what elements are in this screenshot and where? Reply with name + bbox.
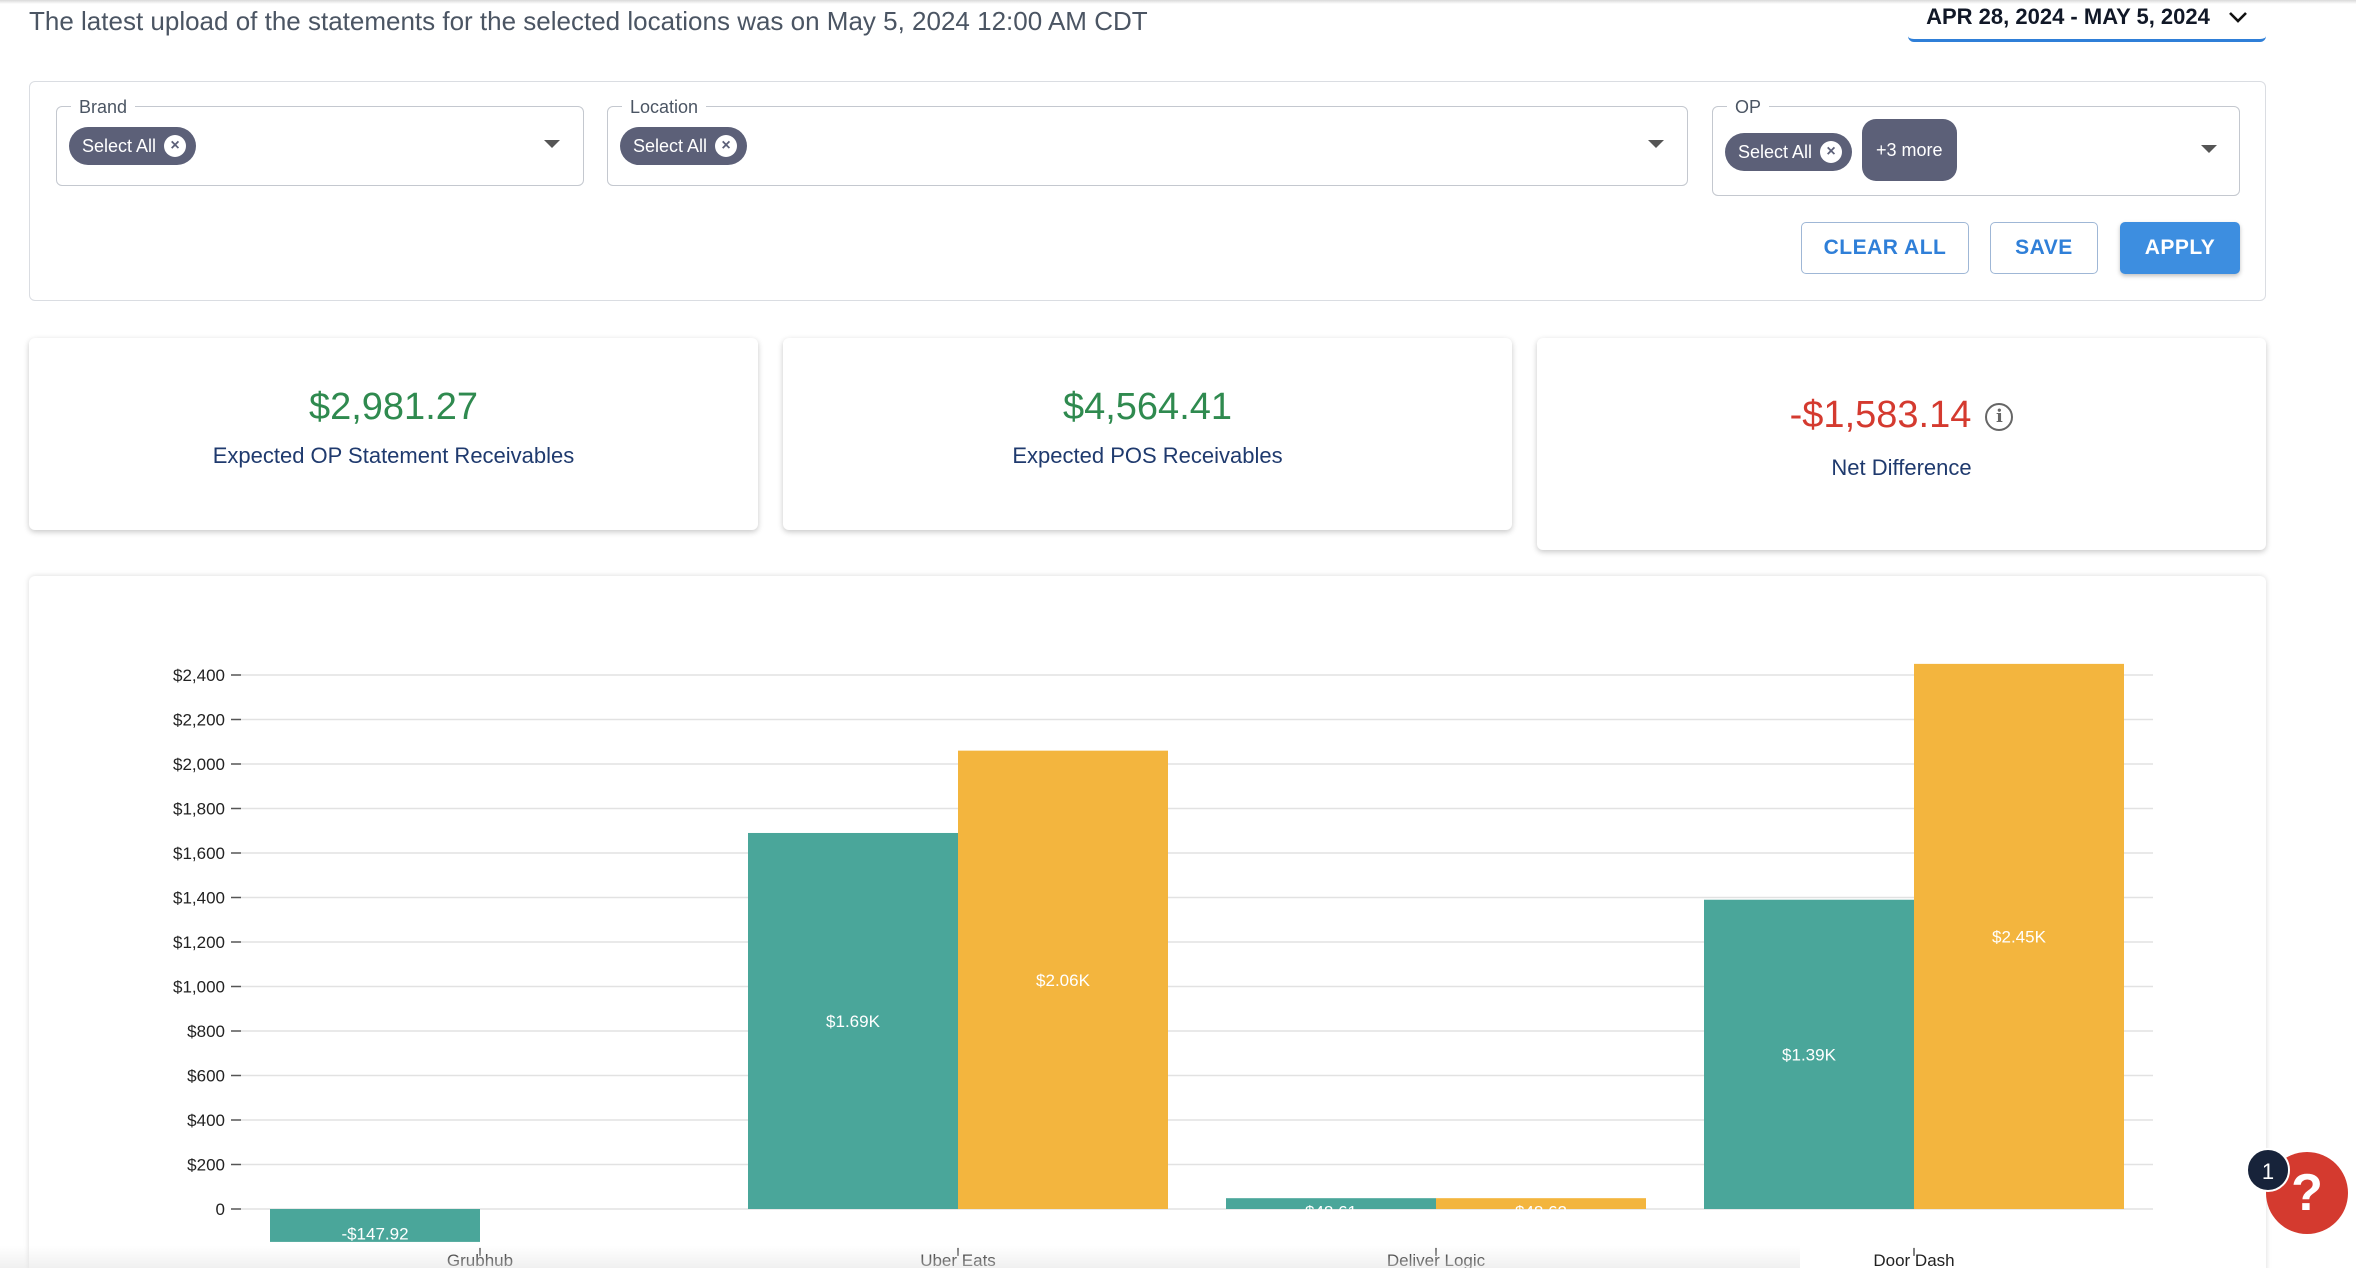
- brand-chip-label: Select All: [82, 135, 157, 156]
- y-tick-label: $1,200: [173, 933, 225, 952]
- location-label: Location: [622, 97, 707, 118]
- date-range-picker[interactable]: APR 28, 2024 - MAY 5, 2024: [1908, 0, 2266, 42]
- net-difference-row: -$1,583.14 i: [1537, 394, 2266, 437]
- pos-receivables-value: $4,564.41: [1062, 386, 1233, 428]
- bar: [270, 1209, 480, 1242]
- close-icon[interactable]: ×: [164, 135, 187, 157]
- bar-value-label: $1.39K: [1782, 1045, 1837, 1064]
- y-tick-label: 0: [216, 1200, 225, 1219]
- pos-receivables-card: $4,564.41 Expected POS Receivables: [783, 338, 1512, 530]
- y-tick-label: $400: [187, 1111, 225, 1130]
- y-tick-label: $1,600: [173, 844, 225, 863]
- top-shadow: [0, 0, 2356, 4]
- y-tick-label: $600: [187, 1067, 225, 1086]
- y-tick-label: $2,200: [173, 711, 225, 730]
- brand-label: Brand: [71, 97, 136, 118]
- net-difference-value: -$1,583.14: [1789, 394, 1972, 436]
- caret-down-icon[interactable]: [1648, 140, 1664, 148]
- filter-panel: Brand Select All × Location Select All ×…: [29, 81, 2266, 301]
- bar-value-label: $1.69K: [826, 1012, 881, 1031]
- chart-svg: 0 $200 $400 $600 $800 $1,000 $1,200 $1,400 $1,60…: [173, 663, 2153, 1268]
- bar-value-label: $2.06K: [1036, 971, 1091, 990]
- bar: [748, 832, 958, 1209]
- y-tick-label: $200: [187, 1156, 225, 1175]
- net-difference-card: -$1,583.14 i Net Difference: [1537, 338, 2266, 550]
- notification-badge: 1: [2246, 1148, 2290, 1192]
- bar-value-label: $48.62: [1515, 1203, 1567, 1222]
- y-tick-label: $2,000: [173, 755, 225, 774]
- bar: [958, 750, 1168, 1209]
- chevron-down-icon: [2228, 11, 2247, 23]
- brand-select[interactable]: Brand Select All ×: [56, 97, 584, 186]
- save-button[interactable]: SAVE: [1990, 222, 2098, 274]
- y-tick-label: $1,800: [173, 800, 225, 819]
- op-chip[interactable]: Select All ×: [1725, 133, 1853, 171]
- brand-chip[interactable]: Select All ×: [69, 127, 197, 165]
- y-tick-label: $1,000: [173, 978, 225, 997]
- location-chip-label: Select All: [633, 135, 708, 156]
- close-icon[interactable]: ×: [1820, 141, 1843, 163]
- op-receivables-label: Expected OP Statement Receivables: [212, 443, 575, 468]
- upload-note: The latest upload of the statements for …: [29, 6, 1148, 36]
- info-icon[interactable]: i: [1985, 402, 2014, 431]
- bar-value-label: $2.45K: [1992, 927, 2047, 946]
- op-chip-label: Select All: [1738, 141, 1813, 162]
- op-receivables-value: $2,981.27: [308, 386, 479, 428]
- clear-all-button[interactable]: CLEAR ALL: [1801, 222, 1969, 274]
- bar: [1704, 899, 1914, 1209]
- op-more-chip[interactable]: +3 more: [1862, 119, 1957, 181]
- net-difference-label: Net Difference: [1831, 455, 1972, 480]
- y-tick-label: $800: [187, 1022, 225, 1041]
- caret-down-icon[interactable]: [2201, 145, 2217, 153]
- x-tick-label: Door Dash: [1873, 1251, 1954, 1268]
- location-select[interactable]: Location Select All ×: [607, 97, 1688, 186]
- bar: [1914, 663, 2124, 1209]
- op-select[interactable]: OP Select All × +3 more: [1712, 97, 2240, 196]
- apply-button[interactable]: APPLY: [2120, 222, 2240, 274]
- y-tick-label: $2,400: [173, 666, 225, 685]
- location-chip[interactable]: Select All ×: [620, 127, 748, 165]
- close-icon[interactable]: ×: [715, 135, 738, 157]
- receivables-chart: 0 $200 $400 $600 $800 $1,000 $1,200 $1,400 $1,60…: [29, 576, 2266, 1268]
- bottom-fade: [0, 1246, 1800, 1268]
- op-receivables-card: $2,981.27 Expected OP Statement Receivab…: [29, 338, 758, 530]
- bar-value-label: $48.61: [1305, 1203, 1357, 1222]
- pos-receivables-label: Expected POS Receivables: [1012, 443, 1283, 468]
- bar: [1226, 1198, 1436, 1209]
- date-range-label: APR 28, 2024 - MAY 5, 2024: [1926, 3, 2210, 29]
- bar-value-label: -$147.92: [341, 1224, 408, 1243]
- bar: [1436, 1198, 1646, 1209]
- caret-down-icon[interactable]: [544, 140, 560, 148]
- op-label: OP: [1727, 97, 1770, 118]
- y-tick-label: $1,400: [173, 889, 225, 908]
